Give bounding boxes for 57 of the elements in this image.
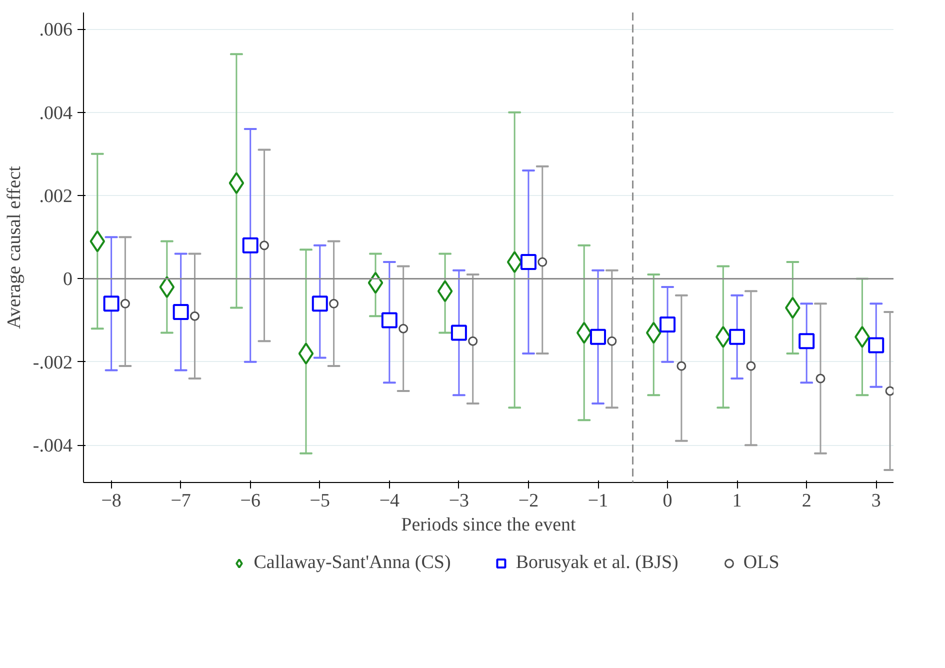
point	[228, 172, 244, 194]
point	[885, 386, 894, 396]
x-tick-label: 1	[732, 490, 742, 512]
point	[381, 312, 398, 328]
point	[729, 328, 746, 345]
y-tick-label: -.004	[32, 436, 73, 457]
x-tick-label: 3	[871, 490, 881, 512]
point	[576, 322, 592, 344]
point	[159, 276, 175, 298]
point	[312, 296, 328, 312]
legend-label: Callaway-Sant'Anna (CS)	[254, 552, 451, 574]
legend-label: OLS	[743, 552, 780, 574]
point	[746, 361, 756, 371]
point	[468, 336, 478, 346]
point	[103, 296, 120, 312]
x-tick-label: −5	[310, 490, 330, 512]
point	[506, 251, 522, 274]
point	[798, 333, 815, 350]
x-tick-label: 2	[802, 490, 812, 512]
y-tick-label: 0	[63, 269, 72, 290]
x-tick-label: −2	[518, 490, 539, 512]
y-tick-label: -.002	[32, 352, 72, 374]
point	[607, 336, 617, 346]
x-tick-label: −3	[448, 490, 470, 512]
point	[172, 304, 189, 320]
point	[190, 311, 200, 321]
point	[242, 237, 258, 254]
point	[90, 230, 106, 252]
point	[329, 298, 339, 308]
x-tick-label: −8	[101, 490, 122, 512]
point	[120, 298, 130, 308]
point	[590, 328, 606, 345]
legend-label: Borusyak et al. (BJS)	[516, 552, 678, 574]
point	[520, 254, 536, 270]
point	[450, 324, 467, 341]
point	[816, 374, 826, 384]
y-tick-label: .004	[39, 102, 73, 124]
x-tick-label: 0	[662, 490, 672, 512]
point	[646, 322, 662, 344]
point	[398, 324, 408, 334]
point	[538, 257, 548, 267]
point	[260, 240, 270, 250]
point	[368, 272, 384, 294]
x-tick-label: −1	[588, 490, 608, 512]
point	[715, 326, 731, 348]
point	[660, 316, 676, 332]
x-tick-label: −6	[240, 490, 260, 512]
y-tick-label: .006	[39, 20, 72, 41]
point	[868, 337, 884, 354]
y-axis-title: Average causal effect	[4, 165, 25, 329]
x-axis-title: Periods since the event	[401, 514, 577, 536]
point	[437, 280, 453, 302]
x-tick-label: −4	[379, 490, 400, 512]
x-tick-label: −7	[170, 490, 191, 512]
y-tick-label: .002	[39, 186, 72, 208]
point	[676, 361, 686, 371]
point	[298, 342, 314, 365]
